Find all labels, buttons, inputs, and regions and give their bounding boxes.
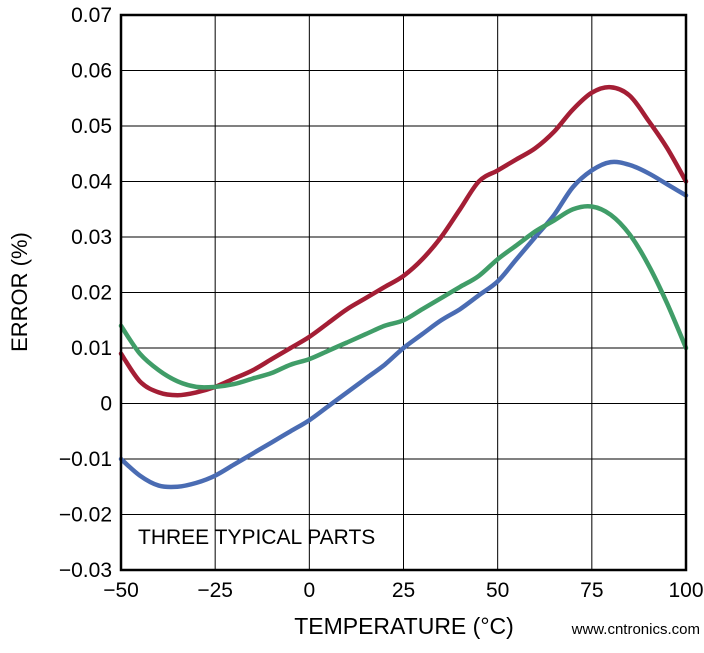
y-tick-label: −0.02 [59, 504, 112, 527]
x-tick-label: −25 [197, 579, 233, 602]
y-tick-label: −0.01 [59, 448, 112, 471]
x-tick-label: 0 [303, 579, 315, 602]
series-typical-part-2 [118, 159, 689, 490]
data-series [118, 84, 689, 490]
x-tick-label: 75 [580, 579, 603, 602]
tick-labels: 0.07 0.06 0.05 0.04 0.03 0.02 0.01 0 −0.01 −0.02 −… [59, 4, 704, 602]
x-tick-label: 100 [668, 579, 703, 602]
y-tick-label: 0.04 [71, 171, 112, 194]
y-axis-title: ERROR (%) [7, 232, 32, 352]
y-tick-label: 0.07 [71, 4, 112, 27]
plot-annotation: THREE TYPICAL PARTS [138, 526, 375, 549]
y-tick-label: 0.05 [71, 115, 112, 138]
y-tick-label: 0.06 [71, 60, 112, 83]
watermark: www.cntronics.com [571, 621, 700, 638]
plot-border-rect [119, 13, 688, 572]
x-axis-title: TEMPERATURE (°C) [294, 613, 514, 639]
series-typical-part-3 [118, 203, 689, 390]
x-tick-label: −50 [103, 579, 139, 602]
y-tick-label: 0.03 [71, 226, 112, 249]
y-tick-label: 0 [100, 393, 112, 416]
x-tick-label: 50 [486, 579, 509, 602]
y-tick-label: −0.03 [59, 559, 112, 582]
gridlines [121, 15, 686, 570]
x-tick-label: 25 [392, 579, 415, 602]
plot-border [119, 13, 688, 572]
y-tick-label: 0.01 [71, 337, 112, 360]
y-tick-label: 0.02 [71, 282, 112, 305]
